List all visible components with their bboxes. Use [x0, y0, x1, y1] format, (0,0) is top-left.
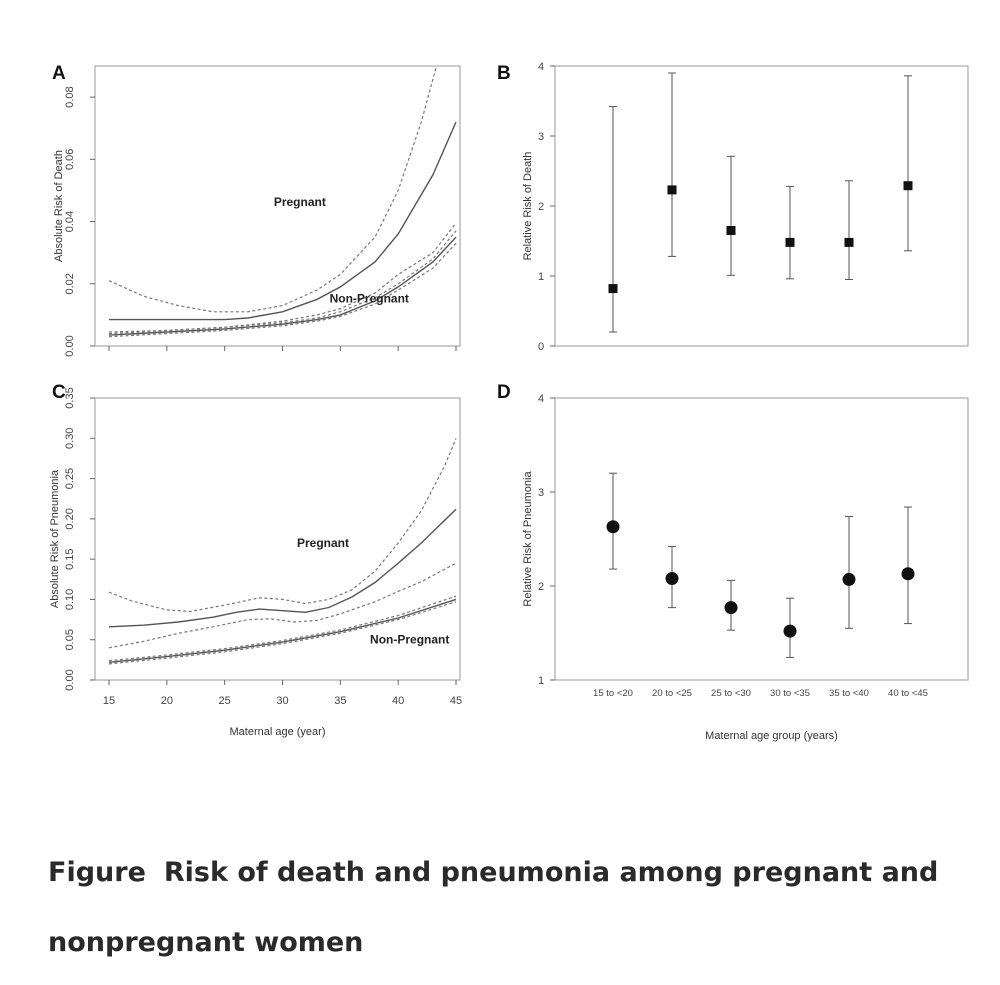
- curve-label-c-2: Non-Pregnant: [370, 633, 449, 647]
- series-line-a-5: [108, 242, 457, 338]
- series-line-a-4: [108, 236, 457, 336]
- y-axis-title-c: Absolute Risk of Pneumonia: [49, 469, 61, 608]
- y-tick-label-c: 0.10: [64, 589, 76, 610]
- y-tick-label-b: 4: [538, 61, 544, 73]
- series-line-a-1: [109, 121, 457, 321]
- y-tick-label-d: 3: [538, 487, 544, 499]
- x-tick-label-c: 45: [450, 695, 462, 707]
- y-tick-label-b: 3: [538, 131, 544, 143]
- plot-frame-c: [94, 397, 461, 681]
- y-tick-label-d: 4: [538, 393, 544, 405]
- series-line-c-5: [108, 601, 457, 665]
- y-tick-label-c: 0.30: [64, 428, 76, 449]
- panel-letter-a: A: [52, 63, 66, 84]
- x-tick-label-c: 30: [276, 695, 288, 707]
- x-tick-label-d: 35 to <40: [829, 688, 869, 699]
- x-tick-label-d: 30 to <35: [770, 688, 810, 699]
- point-marker-b-2: [667, 185, 677, 195]
- series-line-c-6: [108, 595, 457, 662]
- y-tick-label-a: 0.04: [64, 211, 76, 232]
- series-line-a-3: [108, 222, 457, 333]
- x-tick-label-c: 20: [161, 695, 173, 707]
- curve-label-a-2: Non-Pregnant: [330, 291, 409, 305]
- point-marker-b-1: [608, 284, 618, 294]
- point-marker-d-4: [783, 624, 797, 638]
- y-axis-title-a: Absolute Risk of Death: [53, 150, 65, 262]
- point-marker-d-6: [901, 567, 915, 581]
- y-axis-title-b: Relative Risk of Death: [522, 152, 534, 261]
- point-marker-b-6: [903, 181, 913, 191]
- panel-letter-c: C: [52, 382, 66, 403]
- panel-letter-d: D: [497, 382, 511, 403]
- y-tick-label-a: 0.00: [64, 335, 76, 356]
- y-tick-label-b: 0: [538, 341, 544, 353]
- y-tick-label-d: 2: [538, 581, 544, 593]
- series-line-c-3: [108, 562, 457, 649]
- figure-caption: Figure Risk of death and pneumonia among …: [48, 838, 948, 978]
- y-axis-title-d: Relative Risk of Pneumonia: [522, 471, 534, 607]
- y-tick-label-d: 1: [538, 675, 544, 687]
- y-tick-label-a: 0.08: [64, 86, 76, 107]
- curve-label-a-1: Pregnant: [274, 195, 326, 209]
- series-line-c-1: [108, 508, 457, 628]
- point-marker-b-4: [785, 237, 795, 247]
- x-tick-label-d: 25 to <30: [711, 688, 751, 699]
- panel-letter-b: B: [497, 63, 511, 84]
- y-tick-label-a: 0.02: [64, 273, 76, 294]
- y-tick-label-c: 0.05: [64, 629, 76, 650]
- x-tick-label-c: 25: [219, 695, 231, 707]
- plot-frame-b: [554, 65, 969, 347]
- series-line-a-6: [108, 230, 457, 335]
- y-tick-label-b: 2: [538, 201, 544, 213]
- x-tick-label-c: 15: [103, 695, 115, 707]
- series-line-c-4: [108, 598, 457, 663]
- series-line-c-2: [108, 438, 457, 613]
- y-tick-label-a: 0.06: [64, 149, 76, 170]
- x-tick-label-c: 35: [334, 695, 346, 707]
- x-tick-label-d: 15 to <20: [593, 688, 633, 699]
- caption-text: Risk of death and pneumonia among pregna…: [48, 857, 939, 958]
- plot-frame-a: [94, 65, 461, 347]
- y-tick-label-c: 0.20: [64, 508, 76, 529]
- y-tick-label-c: 0.00: [64, 669, 76, 690]
- point-marker-b-3: [726, 226, 736, 235]
- caption-lead: Figure: [48, 857, 146, 888]
- x-tick-label-d: 40 to <45: [888, 688, 928, 699]
- point-marker-d-3: [724, 601, 738, 615]
- x-tick-label-d: 20 to <25: [652, 688, 692, 699]
- x-tick-label-c: 40: [392, 695, 404, 707]
- y-tick-label-b: 1: [538, 271, 544, 283]
- x-axis-title-d: Maternal age group (years): [705, 730, 838, 742]
- point-marker-d-2: [665, 571, 679, 585]
- y-tick-label-c: 0.15: [64, 548, 76, 569]
- x-axis-title-c: Maternal age (year): [230, 726, 326, 738]
- plot-frame-d: [554, 397, 969, 681]
- point-marker-b-5: [844, 237, 854, 247]
- point-marker-d-1: [606, 520, 620, 534]
- y-tick-label-c: 0.35: [64, 387, 76, 408]
- series-line-a-2: [108, 66, 438, 313]
- y-tick-label-c: 0.25: [64, 468, 76, 489]
- curve-label-c-1: Pregnant: [297, 536, 349, 550]
- point-marker-d-5: [842, 572, 856, 586]
